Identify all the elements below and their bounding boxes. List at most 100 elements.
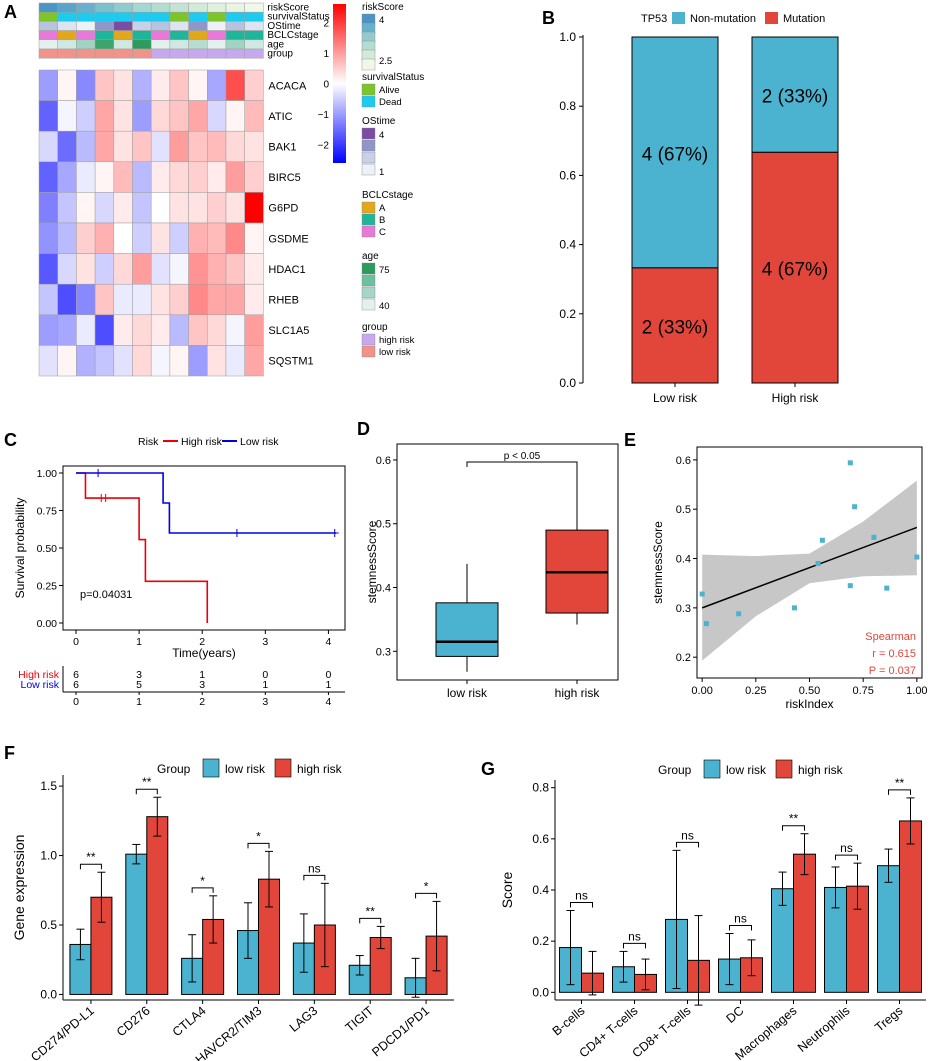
- legend-title: TP53: [641, 13, 667, 25]
- y-tick-label: 0.6: [559, 168, 576, 182]
- legend-title: BCLCstage: [362, 190, 414, 201]
- x-tick-label: CTLA4: [170, 1004, 209, 1040]
- annotation-cell: [207, 30, 227, 41]
- heatmap-cell: [94, 69, 115, 101]
- risk-table-value: 6: [73, 669, 79, 681]
- y-axis-title: Score: [499, 872, 515, 909]
- legend-label: low risk: [225, 762, 266, 776]
- heatmap-cell: [38, 283, 58, 316]
- scatter-point: [736, 611, 742, 617]
- x-tick-label: CD274/PD-L1: [28, 1004, 97, 1061]
- heatmap-cell: [113, 253, 133, 285]
- legend-label: Dead: [379, 97, 402, 108]
- scale-tick-label: −2: [318, 141, 330, 152]
- annotation-cell: [57, 39, 77, 50]
- x-tick-label: DC: [724, 1004, 747, 1026]
- heatmap-cell: [76, 345, 96, 377]
- scatter-point: [791, 605, 797, 611]
- heatmap-cell: [38, 130, 58, 163]
- heatmap-cell: [57, 253, 77, 285]
- annotation-cell: [188, 2, 208, 13]
- heatmap-cell: [113, 314, 133, 346]
- annotation-cell: [57, 48, 77, 59]
- heatmap-cell: [150, 345, 171, 377]
- panel-label-f: F: [4, 743, 15, 763]
- annotation-cell: [132, 11, 152, 22]
- significance-bracket: [359, 917, 382, 924]
- heatmap-cell: [94, 100, 115, 132]
- y-tick-label: 0.2: [676, 652, 691, 664]
- y-tick-label: 0.00: [37, 618, 58, 630]
- heatmap-cell: [244, 253, 264, 285]
- significance-bracket: [466, 461, 578, 467]
- heatmap-cell: [244, 314, 264, 346]
- heatmap-cell: [113, 100, 133, 132]
- risk-table-value: 1: [199, 669, 205, 681]
- gene-label: HDAC1: [268, 264, 305, 276]
- y-axis-title: stemnessScore: [651, 521, 665, 604]
- legend-label: High risk: [181, 436, 223, 448]
- annotation-cell: [94, 48, 115, 59]
- annotation-cell: [169, 21, 189, 31]
- legend-label: 75: [379, 265, 390, 276]
- annotation-cell: [244, 2, 264, 13]
- annotation-cell: [57, 30, 77, 41]
- annotation-cell: [132, 30, 152, 41]
- data-label-non-mutation: 4 (67%): [642, 144, 709, 165]
- gene-label: SLC1A5: [268, 325, 309, 337]
- annotation-cell: [225, 39, 245, 50]
- panel-a-heatmap: riskScoresurvivalStatusOStimeBCLCstageag…: [38, 2, 424, 377]
- legend-swatch-high-risk: [775, 759, 793, 779]
- annotation-cell: [188, 21, 208, 31]
- gene-label: SQSTM1: [268, 356, 313, 368]
- legend-label: low risk: [379, 347, 411, 358]
- heatmap-cell: [207, 69, 227, 101]
- heatmap-cell: [76, 283, 96, 316]
- heatmap-cell: [94, 222, 115, 254]
- annotation-cell: [76, 2, 96, 13]
- risk-table-row-label: Low risk: [20, 679, 59, 691]
- legend-label: 4: [379, 130, 384, 141]
- heatmap-cell: [38, 345, 58, 377]
- heatmap-cell: [57, 314, 77, 346]
- censor-mark: [94, 469, 103, 477]
- heatmap-cell: [207, 100, 227, 132]
- panel-label-e: E: [624, 430, 636, 450]
- annotation-cell: [207, 48, 227, 59]
- y-tick-label: 0.8: [532, 781, 549, 795]
- heatmap-cell: [225, 253, 245, 285]
- heatmap-cell: [132, 161, 152, 193]
- legend-swatch: [361, 225, 376, 238]
- heatmap-cell: [150, 130, 171, 163]
- color-scale-bar: [333, 4, 346, 163]
- heatmap-cell: [132, 253, 152, 285]
- annotation-cell: [207, 2, 227, 13]
- heatmap-cell: [132, 345, 152, 377]
- annotation-cell: [113, 11, 133, 22]
- significance-bracket: [623, 942, 646, 949]
- riskscore-gradient-swatch: [361, 58, 376, 71]
- heatmap-cell: [244, 283, 264, 316]
- heatmap-cell: [244, 192, 264, 224]
- annotation-cell: [38, 2, 58, 13]
- significance-bracket: [79, 863, 102, 870]
- ostime-gradient-swatch: [361, 151, 376, 164]
- y-axis-title: Gene expression: [11, 835, 27, 941]
- significance-label: ns: [575, 888, 588, 902]
- annotation-cell: [150, 30, 171, 41]
- heatmap-cell: [188, 130, 208, 163]
- plot-frame: [62, 465, 346, 631]
- bar-segment-mutation: [631, 267, 719, 384]
- age-gradient-swatch: [361, 298, 376, 311]
- heatmap-cell: [225, 314, 245, 346]
- x-tick-label: 1: [136, 636, 142, 648]
- heatmap-cell: [207, 345, 227, 377]
- legend-label: Alive: [379, 85, 400, 96]
- censor-mark: [330, 529, 339, 537]
- annotation-cell: [57, 11, 77, 22]
- scatter-point: [847, 460, 853, 466]
- heatmap-cell: [38, 161, 58, 193]
- heatmap-cell: [94, 192, 115, 224]
- x-tick-label: 0.25: [745, 685, 766, 697]
- annotation-row-label: riskScore: [267, 3, 309, 14]
